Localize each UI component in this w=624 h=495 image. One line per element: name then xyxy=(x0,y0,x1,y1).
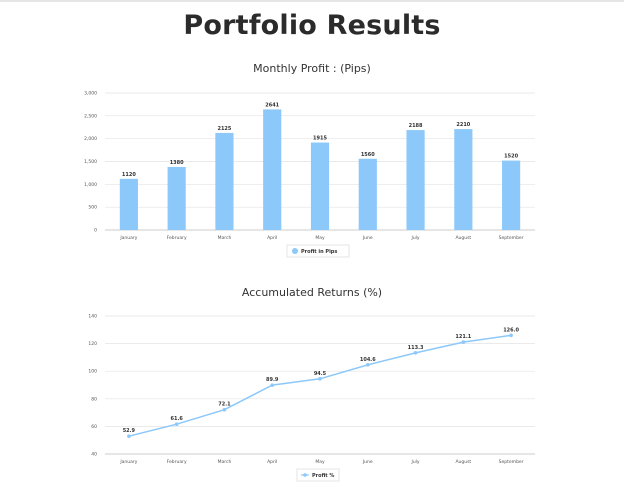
data-label: 1380 xyxy=(170,160,184,166)
x-tick-label: July xyxy=(411,235,420,241)
y-tick-label: 3,000 xyxy=(84,91,97,97)
y-tick-label: 1,000 xyxy=(84,182,97,188)
x-tick-label: February xyxy=(167,459,187,465)
bar xyxy=(454,129,473,230)
data-point xyxy=(222,407,227,412)
x-tick-label: January xyxy=(119,459,137,465)
data-label: 52.9 xyxy=(123,428,136,434)
data-point xyxy=(413,351,418,355)
series-line xyxy=(128,334,512,437)
y-tick-label: 40 xyxy=(91,452,97,458)
x-tick-label: March xyxy=(218,459,232,465)
x-tick-label: August xyxy=(455,459,471,465)
bar xyxy=(406,130,425,230)
chart-title: Accumulated Returns (%) xyxy=(242,286,382,299)
y-tick-label: 0 xyxy=(94,228,97,234)
data-point xyxy=(318,376,322,381)
data-label: 89.9 xyxy=(266,377,279,383)
data-label: 1560 xyxy=(361,152,375,158)
data-label: 2125 xyxy=(217,126,231,132)
data-label: 1520 xyxy=(504,154,518,160)
data-label: 113.3 xyxy=(408,345,424,351)
x-tick-label: June xyxy=(362,459,373,465)
x-tick-label: March xyxy=(218,235,232,241)
data-label: 2188 xyxy=(409,123,423,129)
legend-box xyxy=(296,468,340,482)
bar xyxy=(119,178,138,230)
legend-box xyxy=(286,244,350,258)
bar xyxy=(310,142,330,230)
chart-title: Monthly Profit : (Pips) xyxy=(253,62,371,75)
bar xyxy=(502,160,521,230)
y-tick-label: 140 xyxy=(88,314,97,320)
x-tick-label: September xyxy=(499,235,524,241)
legend-label: Profit in Pips xyxy=(301,249,337,255)
data-label: 61.6 xyxy=(170,416,183,422)
data-point xyxy=(509,333,513,338)
data-label: 104.6 xyxy=(360,357,376,363)
x-tick-label: April xyxy=(267,235,277,241)
legend-swatch xyxy=(303,473,307,477)
x-tick-label: May xyxy=(315,235,325,241)
y-tick-label: 500 xyxy=(88,205,97,211)
y-tick-label: 80 xyxy=(91,396,97,402)
accumulated-returns-chart: Accumulated Returns (%) 40 60 80 100 120 140 Ja… xyxy=(88,286,535,482)
y-tick-label: 2,500 xyxy=(84,113,97,119)
data-label: 94.5 xyxy=(314,371,327,377)
data-point xyxy=(270,383,275,387)
data-label: 1915 xyxy=(313,136,327,142)
x-tick-label: August xyxy=(455,235,471,241)
x-tick-label: July xyxy=(411,459,420,465)
data-label: 2210 xyxy=(456,122,470,128)
y-tick-label: 120 xyxy=(88,341,97,347)
legend-swatch xyxy=(292,248,298,254)
data-label: 126.0 xyxy=(503,327,519,333)
bar xyxy=(263,109,282,230)
top-divider xyxy=(0,0,624,2)
data-label: 121.1 xyxy=(455,334,471,340)
legend-label: Profit % xyxy=(312,473,334,479)
data-point xyxy=(365,363,370,367)
x-tick-label: June xyxy=(362,235,373,241)
y-tick-label: 1,500 xyxy=(84,159,97,165)
data-point xyxy=(174,422,179,426)
data-label: 72.1 xyxy=(218,402,231,408)
x-tick-label: February xyxy=(167,235,187,241)
x-tick-label: September xyxy=(499,459,524,465)
data-point xyxy=(461,340,466,344)
x-tick-label: April xyxy=(267,459,277,465)
bar xyxy=(167,166,186,230)
data-label: 1120 xyxy=(122,172,136,178)
monthly-profit-chart: Monthly Profit : (Pips) 0 500 1,000 1,500 2,0… xyxy=(84,62,535,258)
data-point xyxy=(127,434,131,438)
bar xyxy=(358,158,377,230)
y-tick-label: 2,000 xyxy=(84,136,97,142)
bar xyxy=(215,132,234,230)
x-tick-label: May xyxy=(315,459,325,465)
y-tick-label: 100 xyxy=(88,369,97,375)
y-tick-label: 60 xyxy=(91,424,97,430)
data-label: 2641 xyxy=(265,102,279,108)
x-tick-label: January xyxy=(119,235,137,241)
page-title: Portfolio Results xyxy=(183,10,441,41)
